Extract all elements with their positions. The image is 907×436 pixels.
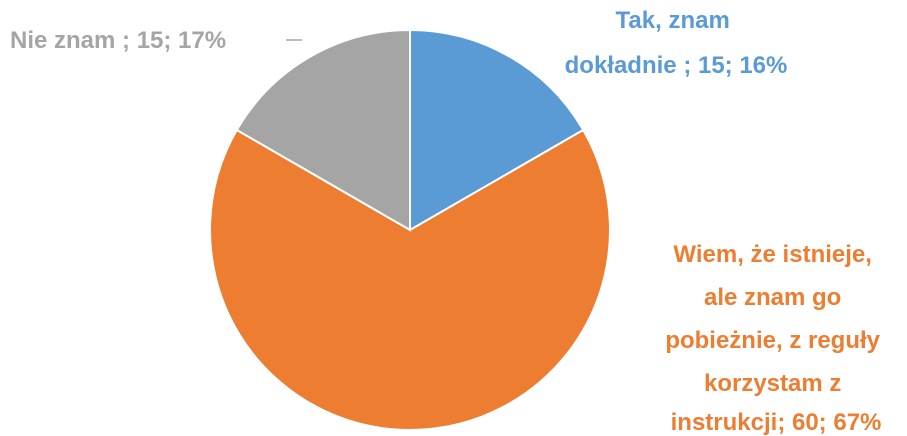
pie-slices [209,28,611,431]
data-label-slice-2-line-4: korzystam z [704,370,841,397]
data-label-slice-2-line-5: instrukcji; 60; 67% [671,409,882,436]
data-label-slice-2-line-2: ale znam go [704,284,841,311]
data-label-slice-2-line-3: pobieżnie, z reguły [665,327,880,354]
data-label-slice-2-line-1: Wiem, że istnieje, [673,241,872,268]
data-label-slice-3-line-1: Nie znam ; 15; 17% [10,27,226,54]
data-label-slice-2: Wiem, że istnieje, ale znam go pobieżnie… [665,241,886,436]
pie-slice-1 [409,28,585,232]
data-label-slice-1-line-1: Tak, znam [616,7,730,34]
pie-slice-3 [235,28,411,232]
data-label-slice-1-line-2: dokładnie ; 15; 16% [565,52,788,79]
pie-slice-2 [209,128,611,431]
data-label-slice-1: Tak, znam dokładnie ; 15; 16% [565,7,788,79]
data-label-slice-3: Nie znam ; 15; 17% [10,27,226,54]
